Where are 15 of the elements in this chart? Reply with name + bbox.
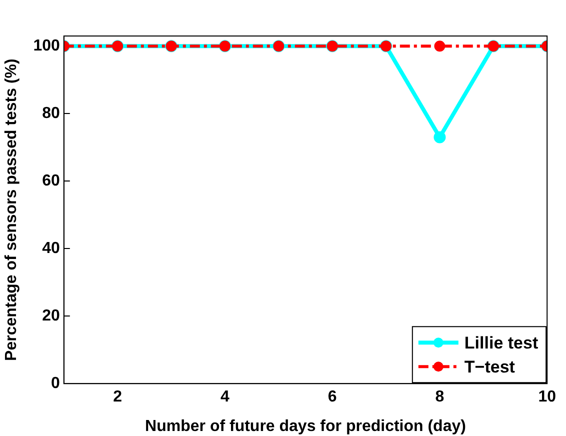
y-tick-label: 80 xyxy=(42,105,60,122)
y-tick-label: 100 xyxy=(33,38,60,55)
legend-label: T−test xyxy=(464,357,516,376)
legend-label: Lillie test xyxy=(464,333,538,352)
x-tick-label: 2 xyxy=(113,388,122,406)
x-tick-label: 8 xyxy=(435,388,444,406)
x-tick-label: 4 xyxy=(220,388,230,406)
y-tick-label: 60 xyxy=(42,172,60,190)
y-tick-label: 0 xyxy=(50,375,60,392)
x-axis-title: Number of future days for prediction (day) xyxy=(145,418,466,435)
x-tick-label: 10 xyxy=(538,388,556,406)
y-tick-label: 20 xyxy=(42,308,60,325)
y-axis-title: Percentage of sensors passed tests (%) xyxy=(3,58,20,361)
y-tick-label: 40 xyxy=(42,240,60,258)
x-tick-label: 6 xyxy=(328,388,337,406)
